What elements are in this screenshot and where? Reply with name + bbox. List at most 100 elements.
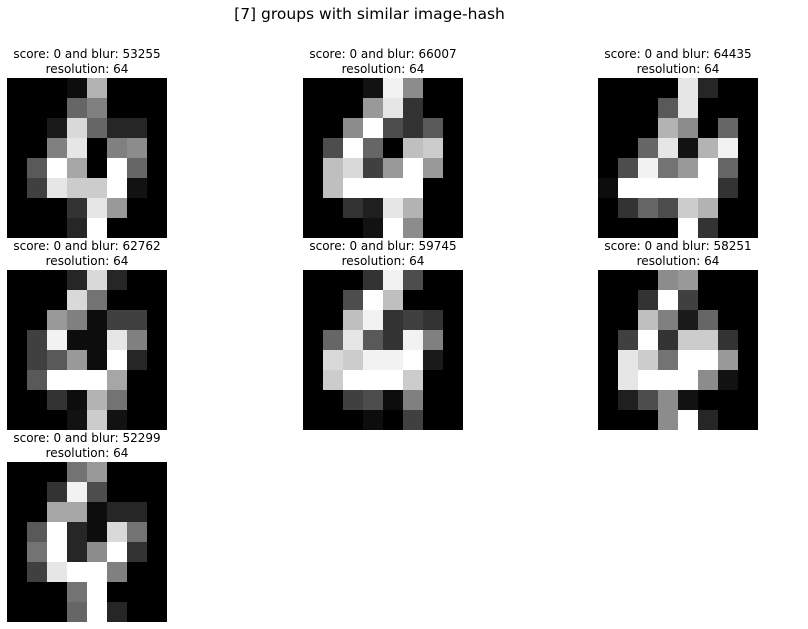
pixel-cell <box>678 270 698 290</box>
pixel-cell <box>127 462 147 482</box>
pixel-cell <box>363 158 383 178</box>
panel-subtitle: resolution: 64 <box>45 254 129 268</box>
pixel-cell <box>87 522 107 542</box>
pixel-cell <box>658 158 678 178</box>
pixel-cell <box>127 290 147 310</box>
pixel-cell <box>618 350 638 370</box>
pixel-cell <box>127 138 147 158</box>
pixel-cell <box>363 138 383 158</box>
pixel-cell <box>27 98 47 118</box>
pixel-cell <box>87 502 107 522</box>
pixel-cell <box>698 390 718 410</box>
pixel-cell <box>303 198 323 218</box>
pixel-cell <box>303 350 323 370</box>
pixel-cell <box>678 218 698 238</box>
pixel-cell <box>403 138 423 158</box>
pixel-cell <box>87 178 107 198</box>
pixel-cell <box>658 330 678 350</box>
pixel-cell <box>27 482 47 502</box>
pixel-cell <box>7 502 27 522</box>
pixel-cell <box>738 138 758 158</box>
pixel-cell <box>678 290 698 310</box>
pixel-cell <box>107 330 127 350</box>
pixel-cell <box>698 138 718 158</box>
pixel-cell <box>47 482 67 502</box>
pixel-cell <box>107 502 127 522</box>
panel-title: score: 0 and blur: 64435 <box>604 47 752 61</box>
pixel-cell <box>718 410 738 430</box>
pixel-cell <box>698 158 718 178</box>
pixel-cell <box>7 98 27 118</box>
pixel-cell <box>638 198 658 218</box>
pixel-cell <box>107 582 127 602</box>
pixel-cell <box>303 158 323 178</box>
pixel-cell <box>363 390 383 410</box>
pixel-cell <box>658 370 678 390</box>
pixel-cell <box>443 330 463 350</box>
pixel-cell <box>47 370 67 390</box>
pixel-cell <box>7 218 27 238</box>
pixel-cell <box>698 330 718 350</box>
pixel-cell <box>107 290 127 310</box>
pixel-cell <box>423 390 443 410</box>
pixel-cell <box>383 98 403 118</box>
pixel-cell <box>47 310 67 330</box>
pixel-cell <box>7 290 27 310</box>
pixel-cell <box>618 218 638 238</box>
pixel-cell <box>383 138 403 158</box>
pixel-cell <box>27 138 47 158</box>
pixel-cell <box>87 582 107 602</box>
pixel-cell <box>698 350 718 370</box>
pixel-cell <box>27 310 47 330</box>
pixel-cell <box>618 270 638 290</box>
pixel-cell <box>87 138 107 158</box>
pixel-cell <box>618 310 638 330</box>
pixel-cell <box>638 290 658 310</box>
pixel-cell <box>7 78 27 98</box>
panel-title: score: 0 and blur: 53255 <box>13 47 161 61</box>
pixel-cell <box>87 562 107 582</box>
pixel-cell <box>27 370 47 390</box>
pixel-cell <box>323 310 343 330</box>
pixel-cell <box>403 98 423 118</box>
pixel-cell <box>303 178 323 198</box>
pixel-cell <box>67 330 87 350</box>
pixel-cell <box>107 542 127 562</box>
pixel-cell <box>658 350 678 370</box>
pixel-cell <box>638 410 658 430</box>
pixel-cell <box>127 198 147 218</box>
pixel-cell <box>403 78 423 98</box>
pixel-cell <box>678 198 698 218</box>
pixel-cell <box>638 78 658 98</box>
pixel-cell <box>87 482 107 502</box>
pixel-cell <box>443 198 463 218</box>
pixel-cell <box>738 410 758 430</box>
pixel-cell <box>47 582 67 602</box>
pixel-cell <box>343 370 363 390</box>
pixel-cell <box>738 350 758 370</box>
pixel-cell <box>738 290 758 310</box>
pixel-cell <box>147 410 167 430</box>
pixel-cell <box>303 218 323 238</box>
pixel-cell <box>303 330 323 350</box>
pixel-cell <box>107 270 127 290</box>
pixel-cell <box>127 582 147 602</box>
pixel-cell <box>27 270 47 290</box>
pixel-cell <box>7 410 27 430</box>
pixel-cell <box>598 98 618 118</box>
pixel-cell <box>638 158 658 178</box>
pixel-cell <box>598 198 618 218</box>
pixel-cell <box>47 330 67 350</box>
pixel-cell <box>147 98 167 118</box>
pixel-cell <box>638 118 658 138</box>
pixel-cell <box>147 218 167 238</box>
pixel-cell <box>7 178 27 198</box>
pixel-cell <box>383 350 403 370</box>
pixel-cell <box>107 78 127 98</box>
pixel-cell <box>47 542 67 562</box>
pixel-cell <box>127 270 147 290</box>
pixel-cell <box>67 582 87 602</box>
pixel-cell <box>127 118 147 138</box>
pixel-cell <box>27 582 47 602</box>
pixel-cell <box>718 158 738 178</box>
